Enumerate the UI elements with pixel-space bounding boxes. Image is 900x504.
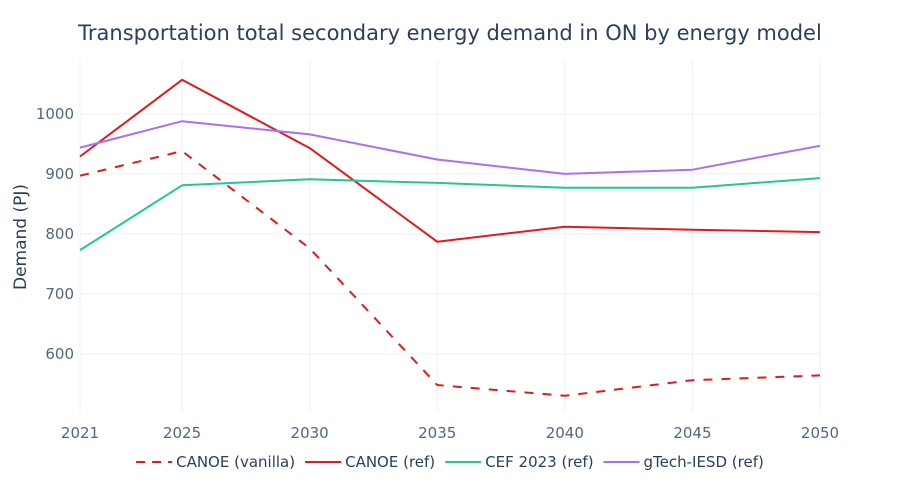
y-tick-label: 600	[45, 345, 74, 363]
x-tick-label: 2035	[418, 424, 456, 442]
series-line	[79, 78, 821, 243]
legend-item[interactable]: gTech-IESD (ref)	[603, 453, 764, 471]
x-tick-label: 2040	[546, 424, 584, 442]
series-line	[79, 177, 821, 251]
series-line	[79, 150, 821, 397]
x-tick-label: 2025	[163, 424, 201, 442]
x-axis-ticks: 2021 2025 2030 2035 2040 2045 2050	[61, 424, 839, 442]
y-tick-label: 900	[45, 165, 74, 183]
y-tick-label: 800	[45, 225, 74, 243]
chart-title: Transportation total secondary energy de…	[77, 21, 822, 45]
legend-item[interactable]: CEF 2023 (ref)	[445, 453, 594, 471]
x-tick-label: 2021	[61, 424, 99, 442]
legend-label: CANOE (vanilla)	[176, 453, 295, 471]
series-line	[79, 120, 821, 175]
y-tick-label: 700	[45, 285, 74, 303]
legend: CANOE (vanilla) CANOE (ref) CEF 2023 (ref)…	[136, 453, 764, 471]
legend-item[interactable]: CANOE (vanilla)	[136, 453, 295, 471]
legend-label: CEF 2023 (ref)	[485, 453, 593, 471]
y-tick-label: 1000	[36, 105, 74, 123]
legend-item[interactable]: CANOE (ref)	[305, 453, 435, 471]
y-axis-ticks: 600 700 800 900 1000	[36, 105, 74, 363]
legend-label: gTech-IESD (ref)	[644, 453, 764, 471]
x-tick-label: 2045	[673, 424, 711, 442]
series-layer	[79, 78, 821, 397]
y-axis-title: Demand (PJ)	[11, 184, 31, 290]
x-tick-label: 2050	[801, 424, 839, 442]
legend-label: CANOE (ref)	[345, 453, 435, 471]
x-tick-label: 2030	[291, 424, 329, 442]
grid-layer	[79, 60, 821, 412]
